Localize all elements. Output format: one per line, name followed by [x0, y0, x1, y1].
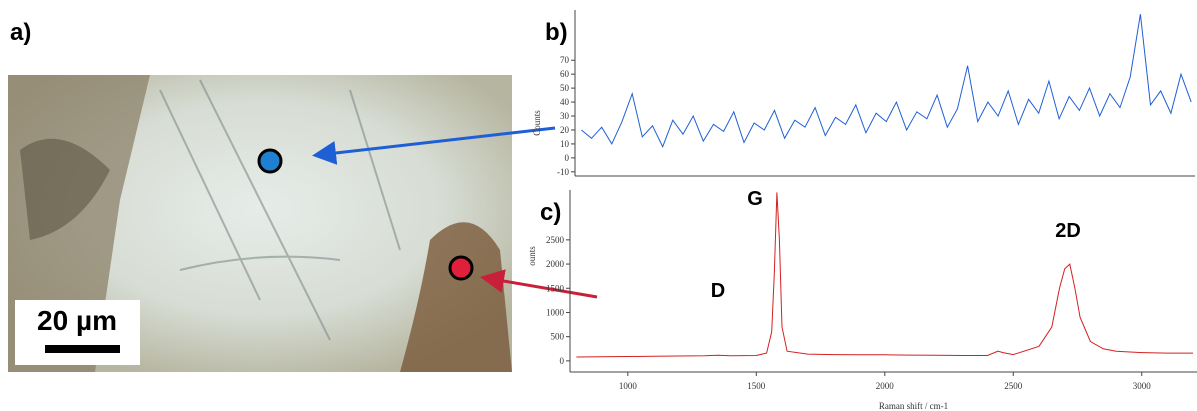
x-tick-label: 1500 [747, 381, 766, 391]
y-tick-label: 40 [560, 97, 570, 107]
y-tick-label: 1500 [546, 283, 565, 293]
y-axis-label: Counts [532, 110, 542, 136]
y-tick-label: 60 [560, 69, 570, 79]
x-tick-label: 2500 [1004, 381, 1023, 391]
annotation: G [747, 188, 763, 210]
y-tick-label: 50 [560, 83, 570, 93]
y-tick-label: 2000 [546, 259, 565, 269]
y-tick-label: 0 [560, 356, 565, 366]
scale-bar-label: 20 µm [37, 305, 117, 336]
x-tick-label: 2000 [876, 381, 895, 391]
micrograph: 20 µm [8, 75, 512, 372]
y-axis-label: ounts [527, 246, 537, 266]
panel-label: c) [540, 199, 561, 226]
x-tick-label: 1000 [619, 381, 638, 391]
y-tick-label: 70 [560, 55, 570, 65]
x-axis-label: Raman shift / cm-1 [879, 401, 948, 411]
arrow [312, 126, 556, 165]
y-tick-label: 2500 [546, 235, 565, 245]
annotation: D [711, 280, 725, 302]
y-tick-label: 30 [560, 111, 570, 121]
y-tick-label: 20 [560, 125, 570, 135]
y-tick-label: 0 [565, 153, 570, 163]
arrow [480, 269, 598, 299]
y-tick-label: 500 [551, 332, 565, 342]
y-tick-label: 10 [560, 139, 570, 149]
y-tick-label: -10 [557, 167, 569, 177]
panel-label: b) [545, 19, 568, 46]
line-series [576, 192, 1194, 358]
line-series [581, 14, 1192, 148]
x-tick-label: 3000 [1133, 381, 1152, 391]
annotation: 2D [1055, 220, 1081, 242]
panel-label: a) [10, 19, 31, 46]
y-tick-label: 1000 [546, 307, 565, 317]
